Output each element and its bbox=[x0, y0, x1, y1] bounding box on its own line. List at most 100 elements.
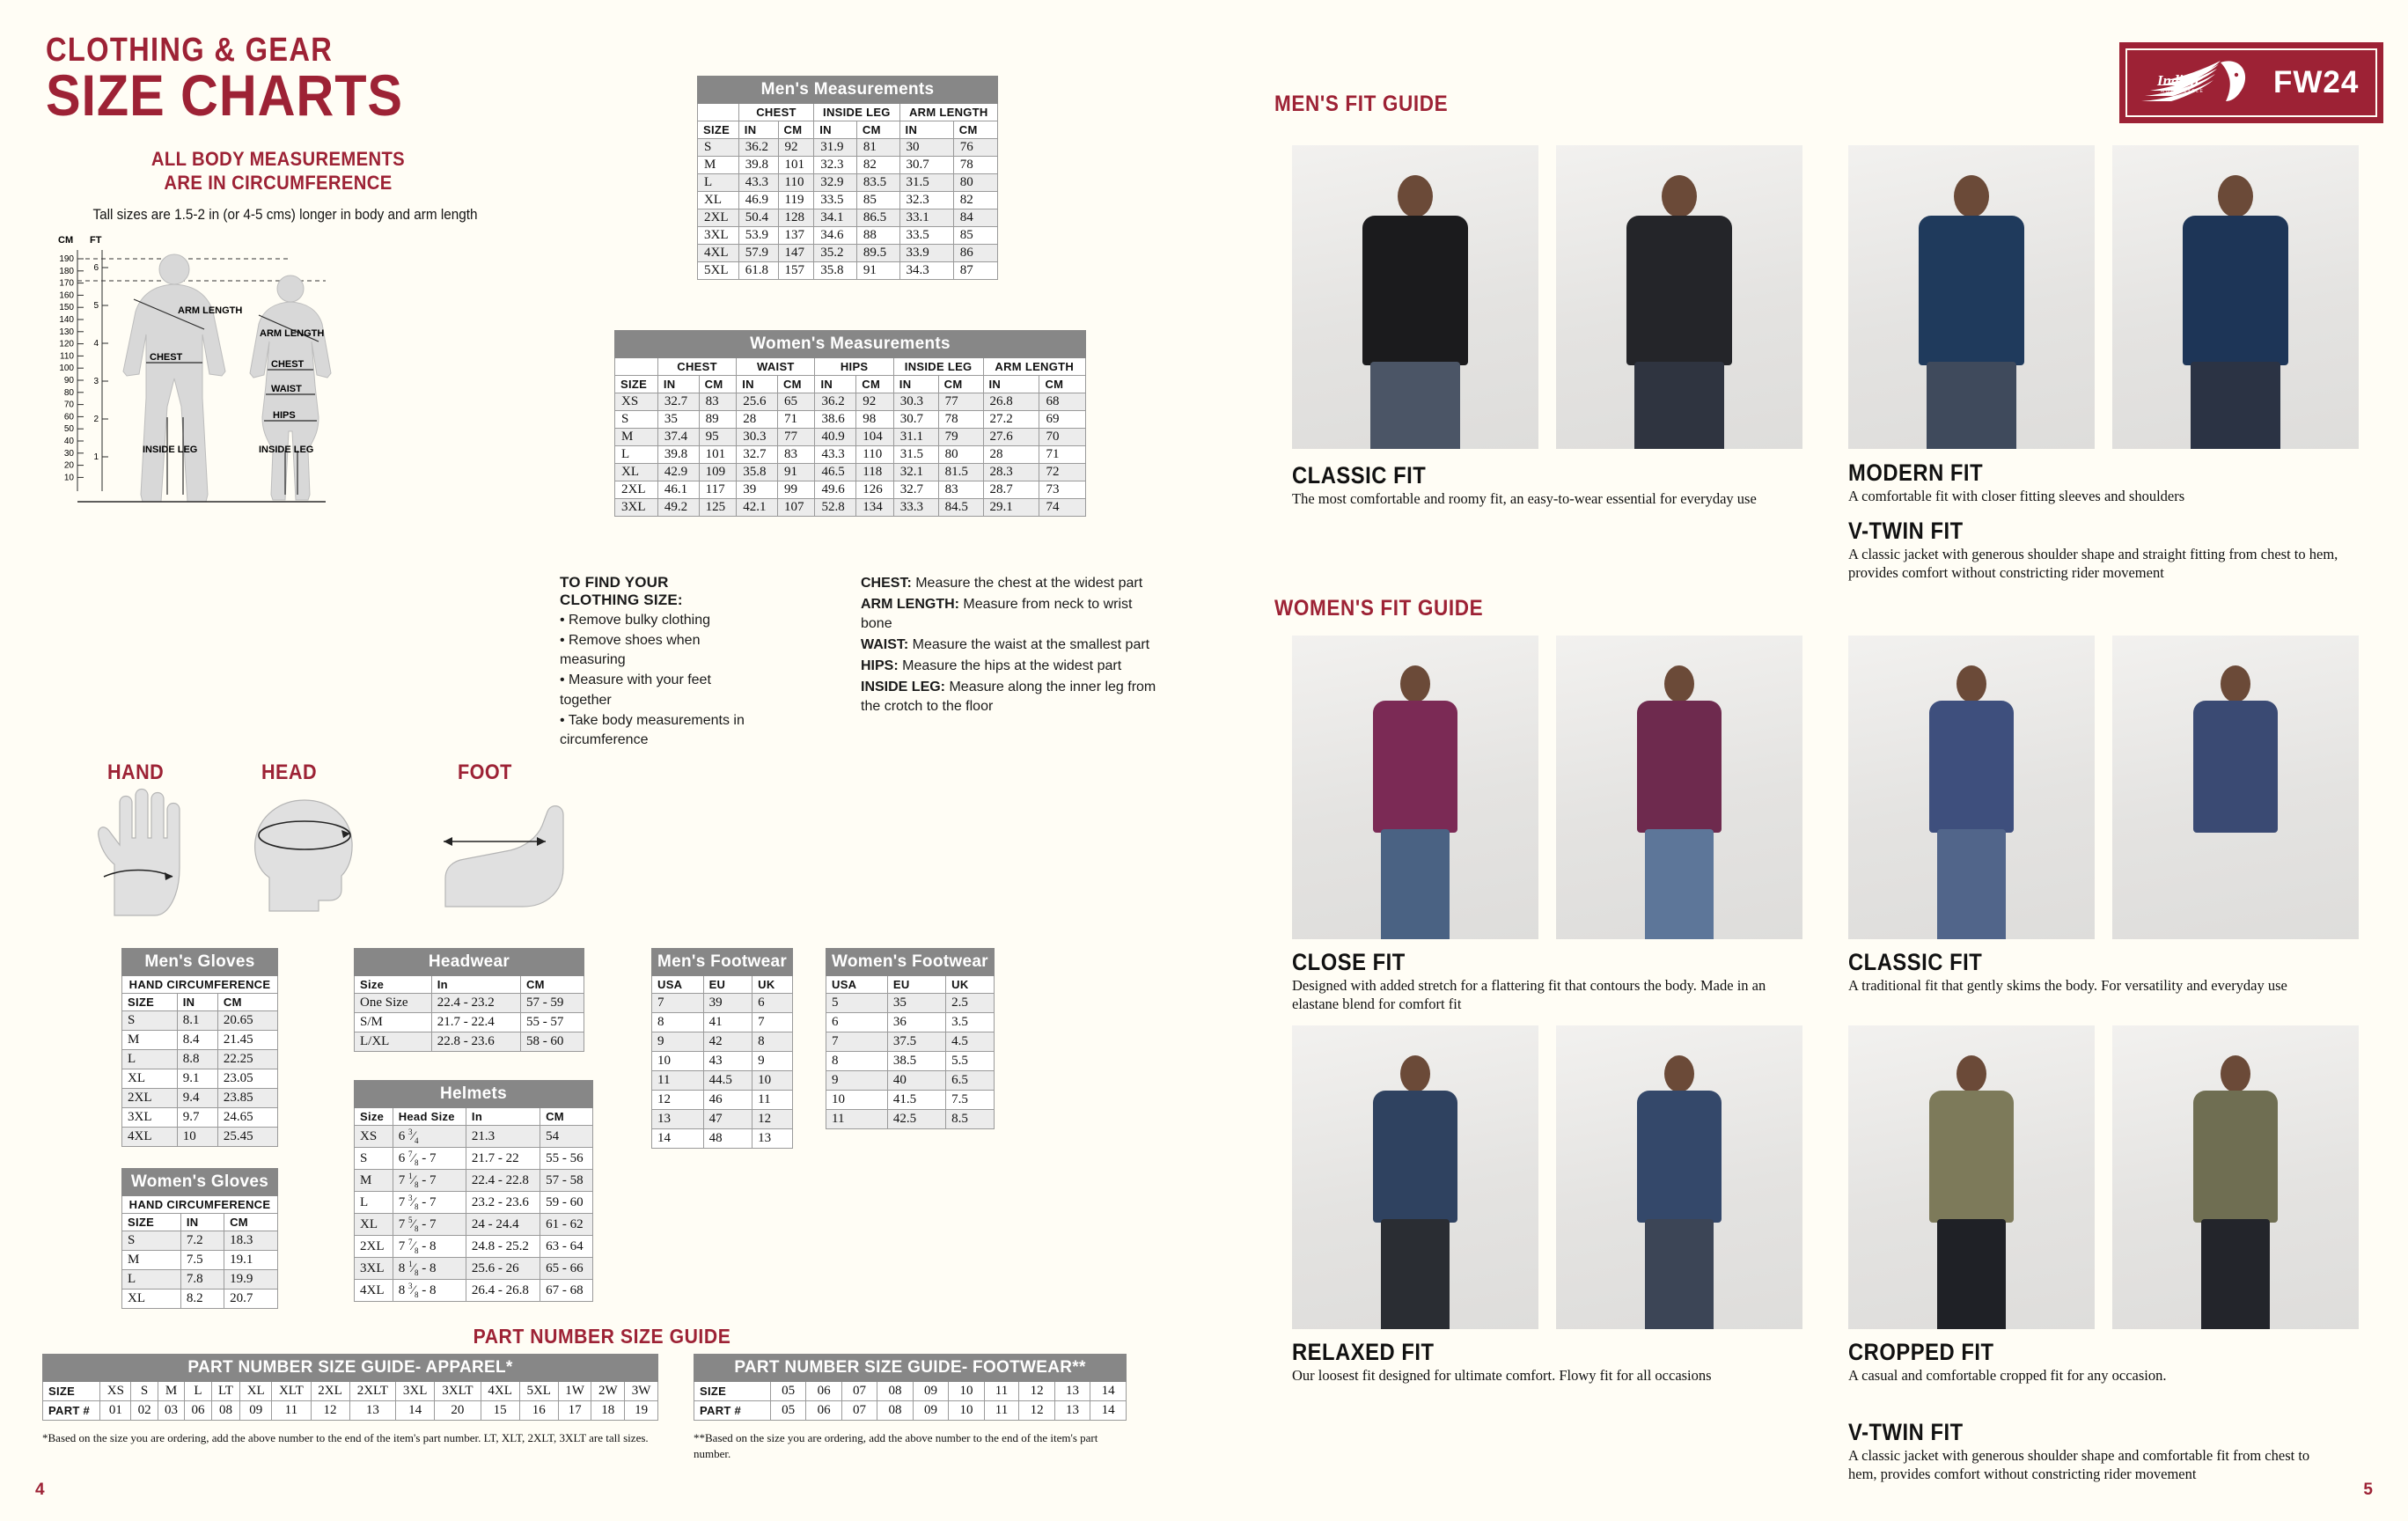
table-cell: LT bbox=[210, 1381, 241, 1401]
table-cell: 35.8 bbox=[736, 463, 778, 481]
womens-cropped-fit-model-1 bbox=[1848, 1025, 2095, 1329]
table-cell: 49.2 bbox=[657, 498, 700, 517]
ft-unit-label: FT bbox=[90, 235, 102, 246]
cm-tick-label: 90 bbox=[64, 376, 75, 386]
group-header: WAIST bbox=[736, 357, 816, 376]
table-cell: 35 bbox=[657, 410, 700, 429]
part-number-table: PART NUMBER SIZE GUIDE- APPAREL* SIZE XS S M… bbox=[41, 1354, 658, 1421]
table-cell: 43.3 bbox=[814, 445, 857, 464]
table-cell: 07 bbox=[841, 1381, 878, 1401]
table-cell: 20.7 bbox=[224, 1289, 278, 1309]
table-cell: 77 bbox=[937, 393, 984, 411]
table-cell: 8 bbox=[826, 1051, 888, 1071]
table-cell: 16 bbox=[518, 1400, 559, 1421]
model-head bbox=[1664, 1055, 1694, 1092]
table-cell: 5XL bbox=[518, 1381, 559, 1401]
table-cell: L bbox=[121, 1269, 181, 1290]
table-cell: 82 bbox=[952, 191, 999, 209]
table-cell: 4XL bbox=[354, 1279, 393, 1302]
model-silhouette bbox=[2112, 145, 2359, 449]
table-row: L 39.8 101 32.7 83 43.3 110 31.5 80 28 71 bbox=[614, 445, 1086, 464]
table-cell: 86 bbox=[952, 244, 999, 262]
table-cell: 19.1 bbox=[224, 1250, 278, 1270]
table-cell: 21.3 bbox=[465, 1125, 541, 1148]
table-cell: 119 bbox=[777, 191, 815, 209]
table-cell: L/XL bbox=[354, 1032, 432, 1052]
fit-name-womens-cropped: CROPPED FIT bbox=[1848, 1339, 1994, 1365]
table-cell: 89.5 bbox=[855, 244, 900, 262]
table-cell: 11 bbox=[271, 1400, 312, 1421]
table-title: Women's Measurements bbox=[614, 330, 1086, 358]
instruction-bullet: • Measure with your feet together bbox=[560, 672, 711, 708]
table-cell: 85 bbox=[952, 226, 999, 245]
table-cell: XS bbox=[99, 1381, 132, 1401]
table-cell: 95 bbox=[698, 428, 738, 446]
fit-name-womens-classic: CLASSIC FIT bbox=[1848, 949, 1983, 975]
table-row: 13 47 12 bbox=[651, 1109, 794, 1129]
table-row: 8 38.5 5.5 bbox=[826, 1051, 995, 1071]
model-pants bbox=[1937, 1219, 2006, 1329]
table-cell: 9 bbox=[651, 1032, 704, 1052]
table-row: S/M 21.7 - 22.4 55 - 57 bbox=[354, 1012, 585, 1032]
table-row: 2XL 46.1 117 39 99 49.6 126 32.7 83 28.7 73 bbox=[614, 481, 1086, 499]
table-cell: 13 bbox=[349, 1400, 397, 1421]
table-cell: 57 - 59 bbox=[519, 993, 585, 1013]
table-cell: 3XLT bbox=[434, 1381, 481, 1401]
table-cell: 09 bbox=[912, 1400, 950, 1421]
column-header: Size bbox=[354, 1107, 393, 1126]
table-cell: 78 bbox=[952, 156, 999, 174]
table-cell: 77 bbox=[776, 428, 816, 446]
table-row: One Size 22.4 - 23.2 57 - 59 bbox=[354, 993, 585, 1013]
ft-tick-group: 6 5 4 3 2 1 bbox=[93, 263, 108, 462]
womens-measurements-table: Women's Measurements CHEST WAIST HIPS INSIDE… bbox=[614, 330, 1086, 517]
table-cell: 14 bbox=[651, 1128, 704, 1149]
table-cell: 4XL bbox=[121, 1127, 178, 1147]
table-cell: 6 bbox=[826, 1012, 888, 1032]
model-pants bbox=[2191, 362, 2280, 449]
fit-desc-womens-vtwin: A classic jacket with generous shoulder … bbox=[1848, 1447, 2310, 1483]
table-cell: 83 bbox=[776, 445, 816, 464]
table-cell: 4.5 bbox=[945, 1032, 995, 1052]
table-cell: 70 bbox=[1039, 428, 1086, 446]
measurement-definitions: CHEST: Measure the chest at the widest p… bbox=[861, 574, 1160, 718]
table-cell: 137 bbox=[777, 226, 815, 245]
model-shirt bbox=[1919, 216, 2024, 365]
table-cell: 32.9 bbox=[813, 173, 857, 192]
table-cell: 69 bbox=[1039, 410, 1086, 429]
table-cell: 3XL bbox=[395, 1381, 436, 1401]
fit-name-womens-relaxed: RELAXED FIT bbox=[1292, 1339, 1435, 1365]
womens-classic-fit-model-1 bbox=[1848, 636, 2095, 939]
table-cell: 10 bbox=[176, 1127, 218, 1147]
measurement-definition: HIPS: Measure the hips at the widest par… bbox=[861, 658, 1122, 673]
part-number-table: PART NUMBER SIZE GUIDE- FOOTWEAR** SIZE 05… bbox=[694, 1354, 1127, 1421]
group-header-blank bbox=[697, 103, 739, 121]
table-cell: 08 bbox=[877, 1381, 914, 1401]
table-cell: 39.8 bbox=[738, 156, 779, 174]
cm-tick-label: 170 bbox=[59, 279, 74, 289]
table-cell: 11 bbox=[651, 1070, 704, 1091]
group-header: HIPS bbox=[814, 357, 894, 376]
cm-tick-label: 70 bbox=[64, 400, 75, 410]
subhead-line-2: ARE IN CIRCUMFERENCE bbox=[164, 171, 393, 194]
table-cell: L bbox=[697, 173, 739, 192]
table-cell: 92 bbox=[777, 138, 815, 157]
table-cell: 26.8 bbox=[982, 393, 1040, 411]
table-row: 4XL 57.9 147 35.2 89.5 33.9 86 bbox=[697, 244, 999, 262]
table-cell: 30.3 bbox=[736, 428, 778, 446]
indian-motorcycle-headdress-icon: Indian MOTORCYCLE bbox=[2141, 61, 2246, 101]
size-table: Men's Gloves HAND CIRCUMFERENCE SIZE IN CM S 8… bbox=[121, 948, 279, 1147]
table-cell: 3W bbox=[624, 1381, 658, 1401]
table-cell: 118 bbox=[855, 463, 894, 481]
table-cell: 87 bbox=[952, 261, 999, 280]
ft-tick-label: 3 bbox=[93, 377, 99, 386]
table-cell: 27.2 bbox=[982, 410, 1040, 429]
fit-desc-mens-vtwin: A classic jacket with generous shoulder … bbox=[1848, 546, 2338, 582]
column-header: In bbox=[465, 1107, 541, 1126]
measurement-definition: ARM LENGTH: Measure from neck to wrist b… bbox=[861, 596, 1133, 632]
fit-desc-womens-cropped: A casual and comfortable cropped fit for… bbox=[1848, 1367, 2167, 1384]
column-header: SIZE bbox=[121, 1213, 181, 1231]
table-cell: 19.9 bbox=[224, 1269, 278, 1290]
womens-fit-guide-title: WOMEN'S FIT GUIDE bbox=[1274, 596, 1484, 621]
table-cell: 34.6 bbox=[813, 226, 857, 245]
page-kicker: CLOTHING & GEAR bbox=[46, 32, 334, 69]
